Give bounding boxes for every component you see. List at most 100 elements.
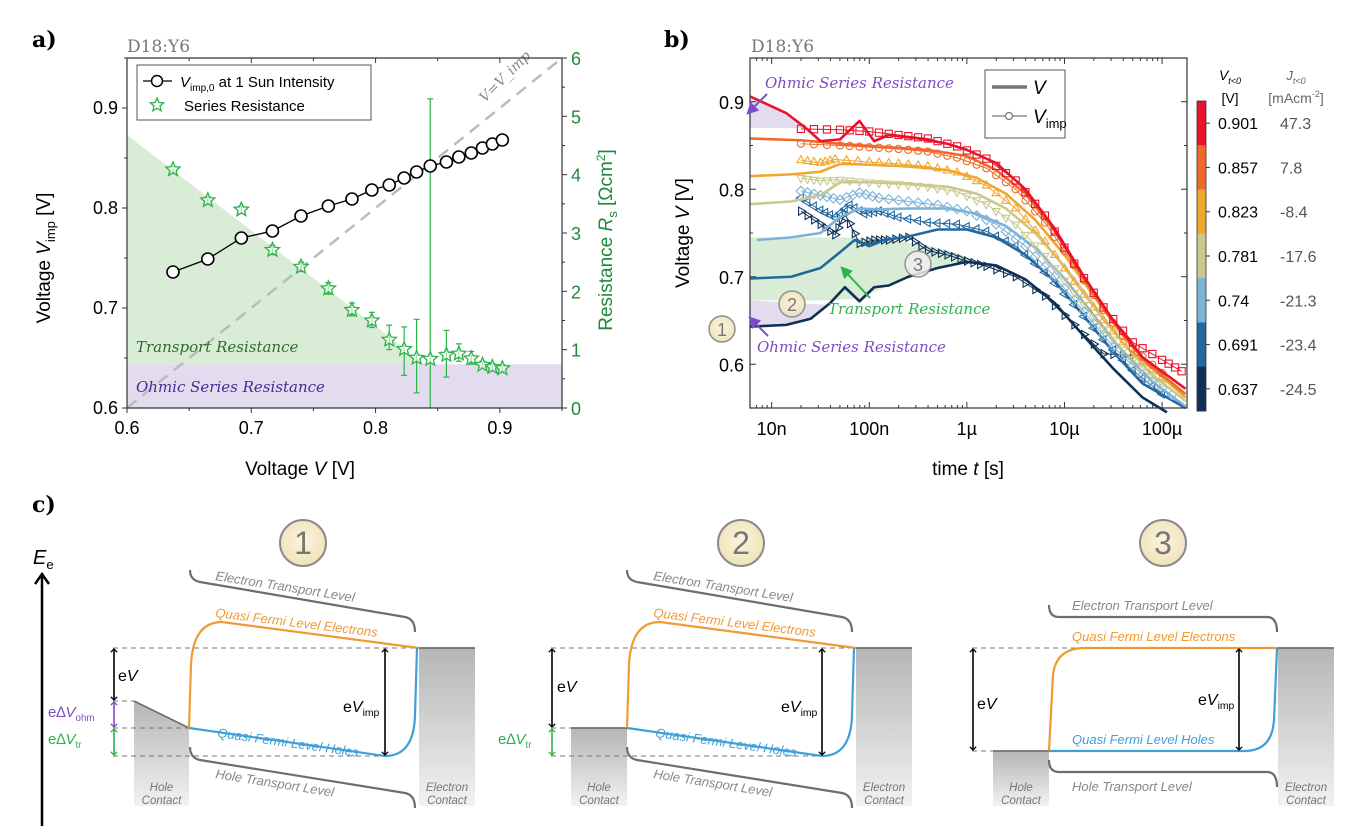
circle-marker [933, 149, 942, 158]
square-marker [1109, 314, 1118, 324]
triangle-down-marker [913, 182, 924, 192]
x-tick-label: 10n [757, 419, 787, 439]
legend-b: V Vimp [984, 69, 1067, 139]
diamond-marker [1146, 376, 1158, 387]
series-resistance-point [343, 300, 361, 318]
legend-label-vimp-b: Vimp [1033, 107, 1067, 131]
triangle-left-marker [1097, 334, 1107, 345]
triangle-left-marker [814, 205, 824, 216]
triangle-down-marker [815, 177, 826, 187]
panel-a: a) D18:Y6 V=V_imp Transport Resistance O… [32, 27, 620, 480]
diamond-marker [883, 193, 895, 205]
vimp-line [800, 177, 1163, 384]
diamond-marker [1068, 294, 1080, 306]
electron-transport-label: Electron Transport Level [215, 568, 357, 605]
triangle-right-marker [1042, 290, 1051, 302]
y-tick-label: 0.9 [93, 98, 118, 118]
colorbar-header-j: Jt<0 [1285, 68, 1305, 86]
circle-marker [992, 171, 1001, 180]
diamond-marker [867, 190, 878, 202]
triangle-down-marker [1108, 336, 1119, 346]
ohmic-region-top [750, 96, 806, 128]
colorbar-current-label: -24.5 [1280, 382, 1317, 399]
triangle-up-marker [1069, 276, 1080, 285]
circle-marker [845, 141, 854, 151]
electron-contact-label: Contact [1286, 795, 1326, 807]
triangle-down-marker [874, 179, 885, 189]
triangle-up-marker [942, 164, 953, 174]
triangle-down-marker [1039, 252, 1050, 262]
y-right-tick-label: 0 [571, 399, 581, 419]
square-marker [1060, 243, 1069, 252]
colorbar-current-label: -8.4 [1280, 205, 1308, 222]
diamond-marker [1078, 306, 1090, 318]
triangle-down-marker [952, 188, 963, 198]
circle-marker [865, 143, 874, 152]
panel-label-a: a) [32, 27, 57, 53]
x-tick-label: 0.9 [487, 418, 512, 438]
colorbar-swatch [1197, 366, 1206, 412]
triangle-down-marker [893, 181, 904, 190]
triangle-left-marker [1000, 236, 1009, 247]
triangle-up-marker [1118, 336, 1129, 346]
triangle-left-marker [970, 223, 980, 234]
triangle-left-marker [912, 215, 921, 226]
triangle-right-marker [993, 264, 1002, 275]
triangle-down-marker [1000, 214, 1011, 224]
triangle-left-marker [961, 221, 970, 232]
ohmic-resistance-label: Ohmic Series Resistance [136, 378, 325, 396]
vimp-point [495, 133, 510, 147]
vimp-line [800, 190, 1173, 396]
vimp-point [409, 165, 424, 179]
triangle-left-marker [990, 231, 1000, 242]
electron-transport-level [1047, 604, 1279, 633]
y-right-tick-label: 2 [571, 282, 581, 302]
hole-transport-level [625, 746, 854, 809]
series-resistance-point [363, 311, 381, 328]
hole-contact-edge [133, 700, 190, 729]
x-tick-label: 10µ [1049, 419, 1079, 439]
diamond-marker [828, 192, 839, 204]
x-tick-label: 0.6 [114, 418, 139, 438]
diamond-marker [795, 185, 807, 197]
square-marker [1118, 326, 1128, 335]
series-V-0-691 [750, 192, 1187, 410]
triangle-left-marker [834, 208, 843, 219]
diamond-marker [922, 198, 934, 210]
vimp-line [800, 143, 1163, 374]
triangle-down-marker [1137, 364, 1148, 374]
circle-marker [972, 160, 981, 169]
triangle-left-marker [902, 213, 912, 225]
ohmic-top-annotation: Ohmic Series Resistance [765, 74, 954, 92]
colorbar-swatch [1197, 322, 1206, 368]
triangle-right-marker [937, 248, 947, 259]
hole-transport-level [1047, 759, 1279, 788]
square-marker [1128, 338, 1137, 347]
square-marker [796, 124, 806, 134]
circle-marker [874, 143, 884, 152]
series-resistance-point [437, 345, 456, 363]
chart-title-b: D18:Y6 [751, 37, 814, 57]
square-marker [1031, 199, 1040, 208]
chart-title-a: D18:Y6 [127, 37, 190, 57]
triangle-down-marker [828, 177, 839, 186]
state-marker-1: 1 [708, 315, 736, 343]
triangle-right-marker [963, 255, 973, 267]
series-resistance-point [473, 355, 492, 373]
triangle-up-marker [1010, 202, 1021, 212]
badge-number: 2 [732, 525, 750, 561]
series-resistance-point [421, 349, 440, 367]
ohmic-bottom-arrow-icon [748, 316, 769, 337]
triangle-down-marker [903, 181, 914, 191]
diamond-marker [873, 192, 885, 204]
triangle-down-marker [1010, 221, 1021, 231]
voltage-line [750, 180, 1187, 403]
triangle-up-marker [874, 156, 885, 166]
hole-contact-label: Hole [587, 782, 611, 794]
triangle-up-marker [1059, 262, 1070, 272]
vimp-point [397, 171, 411, 185]
triangle-right-marker [1003, 268, 1012, 279]
identity-dashed-line [126, 57, 563, 409]
qfl-holes-label: Quasi Fermi Level Holes [655, 725, 799, 760]
circle-marker [1001, 178, 1011, 187]
